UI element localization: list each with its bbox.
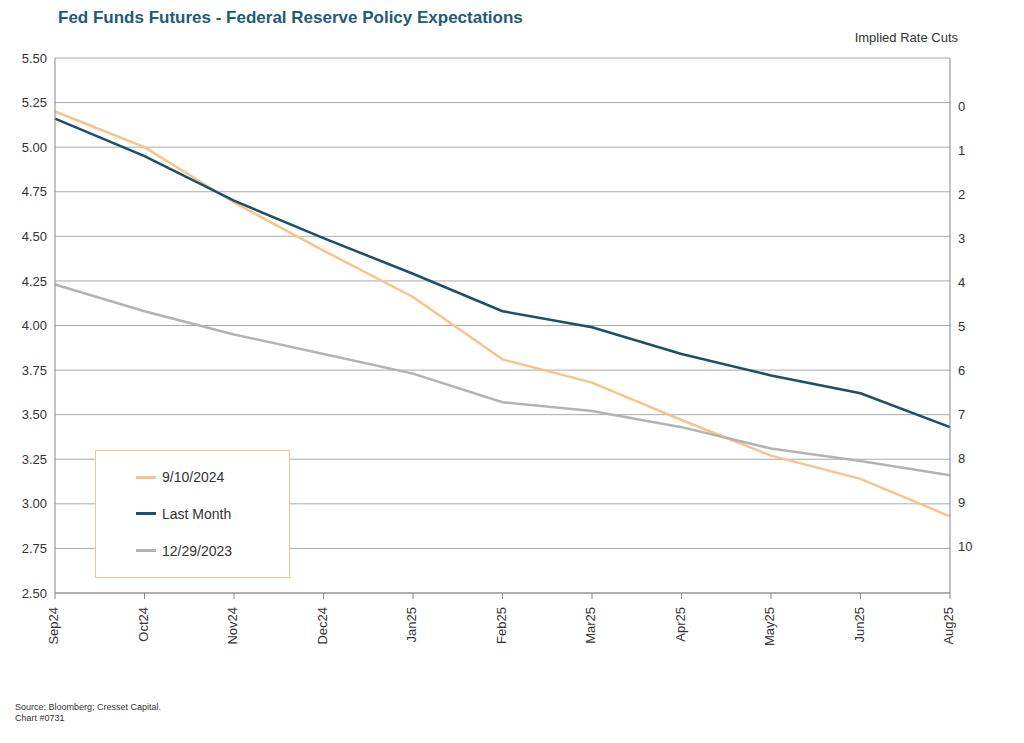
svg-text:3.75: 3.75 (22, 363, 47, 378)
svg-text:5.25: 5.25 (22, 95, 47, 110)
svg-text:Nov24: Nov24 (225, 607, 240, 645)
svg-text:0: 0 (958, 99, 965, 114)
html-text:Chart #0731: Chart #0731 (15, 713, 65, 723)
html-text:Source: Bloomberg; Cresset Cap: Source: Bloomberg; Cresset Capital. (15, 702, 162, 712)
html-text:12/29/2023: 12/29/2023 (162, 542, 233, 559)
svg-text:5: 5 (958, 319, 965, 334)
svg-text:7: 7 (958, 407, 965, 422)
svg-text:3: 3 (958, 231, 965, 246)
html-text:9/10/2024: 9/10/2024 (162, 469, 225, 486)
svg-text:4.25: 4.25 (22, 274, 47, 289)
html-text:Fed Funds Futures - Federal Re: Fed Funds Futures - Federal Reserve Poli… (58, 8, 523, 27)
svg-text:2.50: 2.50 (22, 586, 47, 601)
svg-text:10: 10 (958, 539, 972, 554)
svg-text:Oct24: Oct24 (136, 607, 151, 642)
svg-text:May25: May25 (762, 607, 777, 646)
svg-text:Aug25: Aug25 (941, 607, 956, 645)
svg-text:Mar25: Mar25 (583, 607, 598, 644)
svg-text:2.75: 2.75 (22, 541, 47, 556)
svg-text:5.00: 5.00 (22, 140, 47, 155)
svg-text:3.50: 3.50 (22, 407, 47, 422)
svg-text:4.75: 4.75 (22, 184, 47, 199)
svg-text:5.50: 5.50 (22, 51, 47, 66)
svg-text:1: 1 (958, 143, 965, 158)
svg-text:4.50: 4.50 (22, 229, 47, 244)
svg-text:6: 6 (958, 363, 965, 378)
svg-text:4: 4 (958, 275, 965, 290)
svg-text:4.00: 4.00 (22, 318, 47, 333)
svg-text:Dec24: Dec24 (315, 607, 330, 645)
svg-text:8: 8 (958, 451, 965, 466)
svg-text:Apr25: Apr25 (673, 607, 688, 642)
svg-text:Feb25: Feb25 (494, 607, 509, 644)
svg-text:Sep24: Sep24 (46, 607, 61, 645)
svg-text:Jun25: Jun25 (852, 607, 867, 642)
svg-text:2: 2 (958, 187, 965, 202)
svg-text:9: 9 (958, 495, 965, 510)
svg-text:3.00: 3.00 (22, 496, 47, 511)
svg-text:Jan25: Jan25 (404, 607, 419, 642)
html-text:Last Month: Last Month (162, 506, 232, 522)
html-text:Implied Rate Cuts: Implied Rate Cuts (854, 30, 958, 45)
svg-text:3.25: 3.25 (22, 452, 47, 467)
